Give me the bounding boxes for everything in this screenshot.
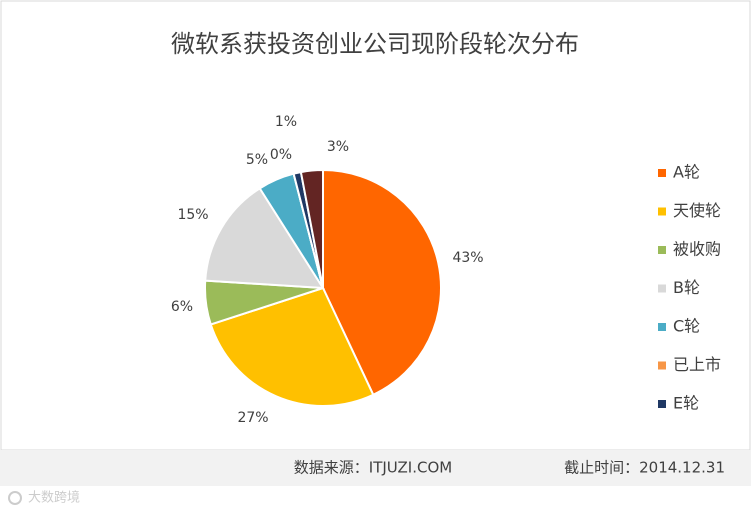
data-label: 5% xyxy=(246,152,268,168)
pie-slice xyxy=(209,286,375,407)
data-label: 15% xyxy=(177,207,208,223)
data-label: 3% xyxy=(327,139,349,155)
data-label: 0% xyxy=(270,147,292,163)
legend-label: 被收购 xyxy=(673,240,721,259)
legend-label: A轮 xyxy=(673,163,700,182)
legend-label: E轮 xyxy=(673,394,699,413)
legend-label: 天使轮 xyxy=(673,201,721,220)
footer-source: 数据来源：ITJUZI.COM xyxy=(294,459,452,477)
data-label: 27% xyxy=(237,410,268,426)
data-label: 6% xyxy=(171,299,193,315)
pie-slice xyxy=(204,186,325,290)
legend-swatch xyxy=(658,400,666,408)
data-label: 43% xyxy=(452,250,483,266)
watermark-icon xyxy=(8,491,22,505)
data-label: 1% xyxy=(275,114,297,130)
chart-title: 微软系获投资创业公司现阶段轮次分布 xyxy=(171,30,579,58)
legend-swatch xyxy=(658,323,666,331)
legend-label: 已上市 xyxy=(673,355,721,374)
legend-swatch xyxy=(658,207,666,216)
legend-label: B轮 xyxy=(673,278,700,297)
pie-slice xyxy=(322,168,442,397)
watermark: 大数跨境 xyxy=(28,491,80,506)
legend-swatch xyxy=(658,246,666,254)
pie-slice xyxy=(299,168,324,289)
legend-swatch xyxy=(658,169,666,177)
legend-swatch xyxy=(658,361,666,370)
legend-swatch xyxy=(658,284,666,293)
legend-label: C轮 xyxy=(673,317,700,336)
footer-band xyxy=(0,450,751,486)
footer-date: 截止时间：2014.12.31 xyxy=(564,459,725,477)
